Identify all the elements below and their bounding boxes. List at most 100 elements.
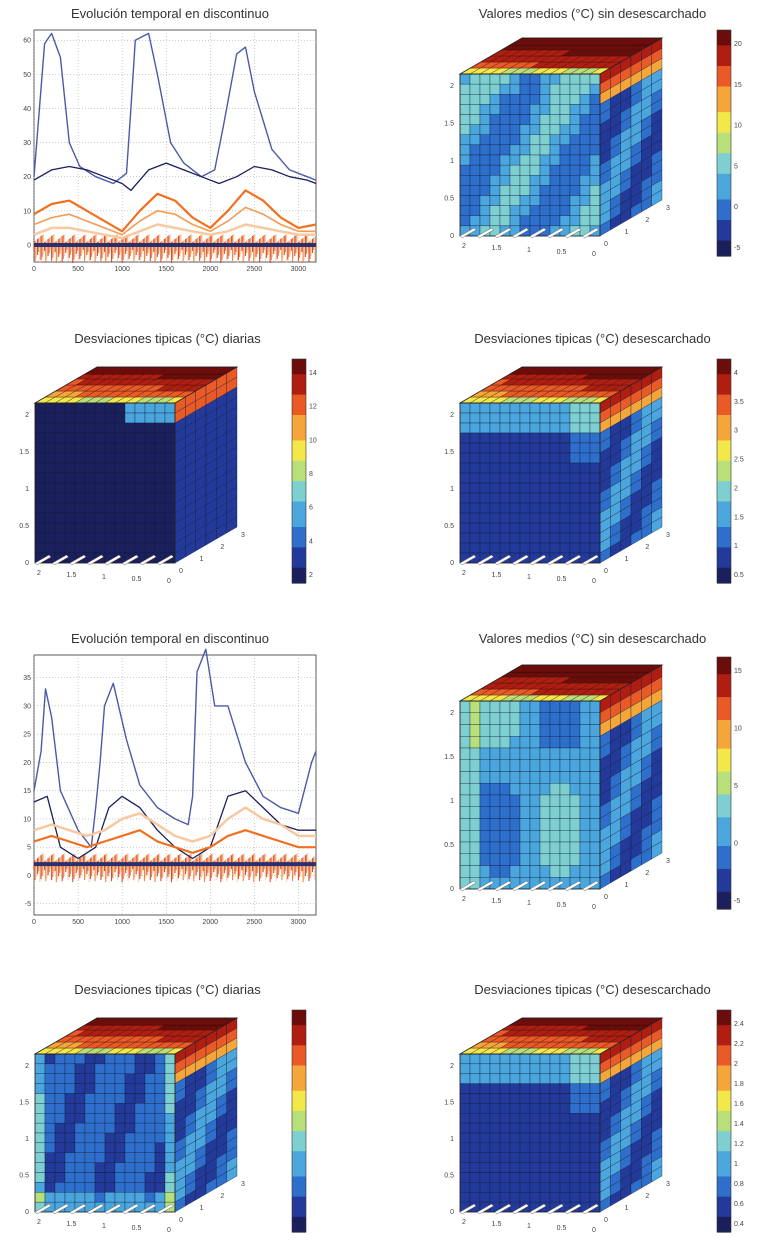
front-cell [469, 432, 481, 444]
front-cell [489, 114, 501, 125]
front-cell [74, 1192, 86, 1203]
x-tick-label: 2 [462, 570, 466, 577]
front-cell [559, 422, 571, 434]
front-cell [529, 492, 541, 504]
front-cell [539, 1093, 551, 1104]
x-tick-label: 1 [527, 574, 531, 581]
colorbar-segment [292, 1206, 306, 1213]
z-tick-label: 1 [25, 486, 29, 493]
colorbar-segment [717, 127, 731, 134]
front-cell [529, 83, 541, 95]
floor-slat [512, 880, 529, 892]
front-cell [499, 1122, 511, 1134]
front-cell [549, 134, 561, 146]
front-cell [539, 818, 551, 831]
colorbar [716, 656, 732, 910]
front-cell [114, 532, 126, 544]
front-cell [489, 830, 501, 843]
front-cell [569, 1063, 581, 1074]
colorbar-segment [717, 1110, 731, 1117]
front-cell [479, 542, 491, 554]
front-cell [579, 771, 591, 784]
front-cell [104, 462, 116, 474]
series-line-orange-mid [33, 206, 316, 236]
front-cell [489, 175, 501, 186]
floor-slats [34, 554, 174, 566]
front-cell [579, 215, 591, 227]
front-cell [569, 472, 581, 484]
colorbar-segment [292, 374, 306, 380]
front-cell [529, 522, 541, 534]
front-cell [164, 1073, 176, 1084]
front-cell [489, 1172, 501, 1183]
colorbar-segment [717, 486, 731, 492]
front-cell [579, 442, 591, 454]
front-cell [579, 1162, 591, 1173]
y-tick-label: 40 [23, 106, 31, 113]
front-cell [94, 1053, 106, 1065]
front-cell [164, 1182, 176, 1193]
colorbar-segment [717, 163, 731, 170]
front-cell [549, 1132, 561, 1144]
front-cell [479, 215, 491, 227]
front-cell [104, 502, 116, 514]
front-cell [519, 1103, 531, 1114]
y-tick-label: 2 [645, 870, 649, 877]
front-cell [579, 1103, 591, 1114]
front-cell [459, 542, 471, 554]
front-cell [134, 1172, 146, 1183]
x-tick-label: 0.5 [557, 1225, 567, 1232]
front-cell [499, 522, 511, 534]
plot-area [33, 29, 317, 263]
colorbar-segment [717, 577, 731, 584]
colorbar-segment [292, 1196, 306, 1203]
front-cell [469, 747, 481, 760]
front-cell [144, 1182, 156, 1193]
colorbar-segment [292, 542, 306, 548]
front-cell [579, 462, 591, 474]
front-cell [499, 452, 511, 464]
front-cell [559, 747, 571, 760]
front-cell [94, 1063, 106, 1074]
colorbar-tick-label: 5 [734, 163, 738, 170]
front-cell [114, 502, 126, 514]
front-cell [479, 154, 491, 166]
front-cell [589, 432, 601, 444]
front-cell [114, 492, 126, 504]
front-cell [54, 512, 66, 524]
panel-cube-6: Desviaciones tipicas (°C) desescarchado … [430, 982, 755, 1254]
front-cell [559, 462, 571, 474]
front-cell [94, 442, 106, 454]
front-cell [94, 1142, 106, 1153]
front-cell [499, 442, 511, 454]
front-cell [579, 1122, 591, 1134]
front-cell [54, 1162, 66, 1173]
front-cell [114, 442, 126, 454]
chart-title: Valores medios (°C) sin desescarchado [478, 6, 707, 21]
z-tick-label: 2 [450, 412, 454, 419]
colorbar-segment [717, 868, 731, 876]
colorbar-segment [717, 389, 731, 396]
front-cell [84, 1152, 96, 1163]
front-cell [589, 134, 601, 146]
front-cell [459, 492, 471, 504]
front-cell [529, 1132, 541, 1144]
colorbar-segment [717, 1121, 731, 1127]
front-cell [459, 1063, 471, 1074]
front-cell [549, 462, 561, 474]
front-cell [539, 442, 551, 454]
front-cell [549, 114, 561, 125]
front-cell [144, 1083, 156, 1094]
y-tick-label: 0 [604, 894, 608, 901]
front-cell [509, 502, 521, 514]
front-cell [519, 532, 531, 544]
x-tick-label: 1500 [158, 919, 174, 926]
front-cell [509, 462, 521, 474]
front-cell [459, 1152, 471, 1163]
colorbar-segment [717, 1100, 731, 1107]
front-cell [509, 482, 521, 494]
front-cell [569, 1152, 581, 1163]
front-cell [509, 73, 521, 85]
